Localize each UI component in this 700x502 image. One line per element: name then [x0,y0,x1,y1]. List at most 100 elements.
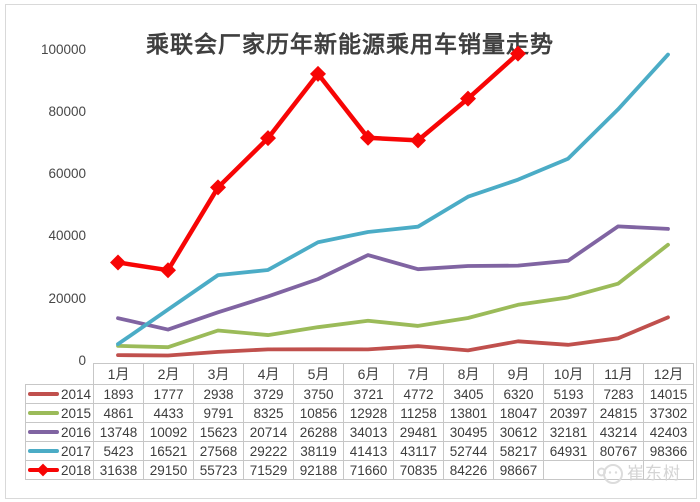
value-cell: 98366 [643,441,694,461]
legend-swatch-2015 [28,411,59,415]
value-cell: 9791 [193,403,244,423]
value-cell: 11258 [393,403,444,423]
table-corner-cell [26,364,94,385]
series-marker-2018 [160,262,176,279]
month-header: 5月 [293,363,344,385]
value-cell: 30612 [493,422,544,442]
value-cell: 13748 [93,422,144,442]
chart-title: 乘联会厂家历年新能源乘用车销量走势 [146,31,554,57]
value-cell: 15623 [193,422,244,442]
series-marker-2018 [310,65,326,82]
y-tick-label: 0 [78,353,86,368]
value-cell: 26288 [293,422,344,442]
value-cell: 29481 [393,422,444,442]
legend-cell-2018: 2018 [25,460,94,480]
value-cell: 4861 [93,403,144,423]
value-cell: 18047 [493,403,544,423]
value-cell: 20714 [243,422,294,442]
value-cell: 55723 [193,460,244,480]
value-cell: 3405 [443,384,494,404]
year-label: 2017 [60,443,91,459]
year-label: 2014 [60,386,91,402]
value-cell: 24815 [593,403,644,423]
month-header: 3月 [193,363,244,385]
value-cell: 32181 [543,422,594,442]
month-header: 2月 [143,363,194,385]
value-cell: 29150 [143,460,194,480]
month-header: 8月 [443,363,494,385]
legend-swatch-2017 [28,449,59,453]
value-cell: 43214 [593,422,644,442]
value-cell: 34013 [343,422,394,442]
value-cell: 3750 [293,384,344,404]
value-cell: 42403 [643,422,694,442]
series-marker-2018 [510,45,526,62]
value-cell: 31638 [93,460,144,480]
month-header: 4月 [243,363,294,385]
legend-cell-2014: 2014 [25,384,94,404]
value-cell: 43117 [393,441,444,461]
value-cell [593,460,644,480]
value-cell: 58217 [493,441,544,461]
series-line-2015 [116,242,670,350]
table-row-2017: 2017 5423 16521 27568 29222 38119 41413 43117 52… [25,441,694,461]
value-cell: 92188 [293,460,344,480]
value-cell: 3721 [343,384,394,404]
value-cell: 71529 [243,460,294,480]
value-cell: 98667 [493,460,544,480]
month-header: 6月 [343,363,394,385]
value-cell: 10092 [143,422,194,442]
value-cell: 27568 [193,441,244,461]
y-tick-label: 20000 [48,290,86,306]
year-label: 2015 [60,405,91,421]
value-cell: 10856 [293,403,344,423]
series-marker-2018 [110,254,126,271]
value-cell: 2938 [193,384,244,404]
value-cell: 6320 [493,384,544,404]
value-cell: 13801 [443,403,494,423]
table-row-2015: 2015 4861 4433 9791 8325 10856 12928 11258 13801… [25,403,694,423]
series-marker-2018 [410,132,426,149]
series-marker-2018 [210,179,226,196]
value-cell: 84226 [443,460,494,480]
value-cell: 29222 [243,441,294,461]
value-cell [643,460,694,480]
month-header: 7月 [393,363,444,385]
series-line-2014 [116,315,670,358]
value-cell: 5193 [543,384,594,404]
legend-cell-2015: 2015 [25,403,94,423]
value-cell: 52744 [443,441,494,461]
series-line-2018 [115,51,521,273]
value-cell: 8325 [243,403,294,423]
value-cell: 80767 [593,441,644,461]
year-label: 2018 [60,462,91,478]
value-cell: 64931 [543,441,594,461]
month-header: 11月 [593,363,644,385]
month-header: 1月 [93,363,144,385]
y-tick-label: 40000 [48,228,86,244]
legend-cell-2017: 2017 [25,441,94,461]
value-cell: 5423 [93,441,144,461]
legend-diamond-icon [37,463,50,477]
series-marker-2018 [460,90,476,107]
legend-swatch-2014 [28,392,59,396]
value-cell [543,460,594,480]
value-cell: 20397 [543,403,594,423]
value-cell: 12928 [343,403,394,423]
month-header: 9月 [493,363,544,385]
series-marker-2018 [260,130,276,147]
series-line-2016 [116,224,670,332]
value-cell: 1893 [93,384,144,404]
table-header-row: 1月 2月 3月 4月 5月 6月 7月 8月 9月 10月 11月 12月 [26,363,694,385]
year-label: 2016 [60,424,91,440]
y-tick-label: 100000 [40,41,86,57]
value-cell: 7283 [593,384,644,404]
table-row-2018: 2018 31638 29150 55723 71529 92188 71660 70835 8… [25,460,694,480]
legend-cell-2016: 2016 [25,422,94,442]
table-row-2014: 2014 1893 1777 2938 3729 3750 3721 4772 3405 6320… [25,384,694,404]
value-cell: 14015 [643,384,694,404]
month-header: 10月 [543,363,594,385]
series-line-2017 [116,52,670,347]
value-cell: 37302 [643,403,694,423]
